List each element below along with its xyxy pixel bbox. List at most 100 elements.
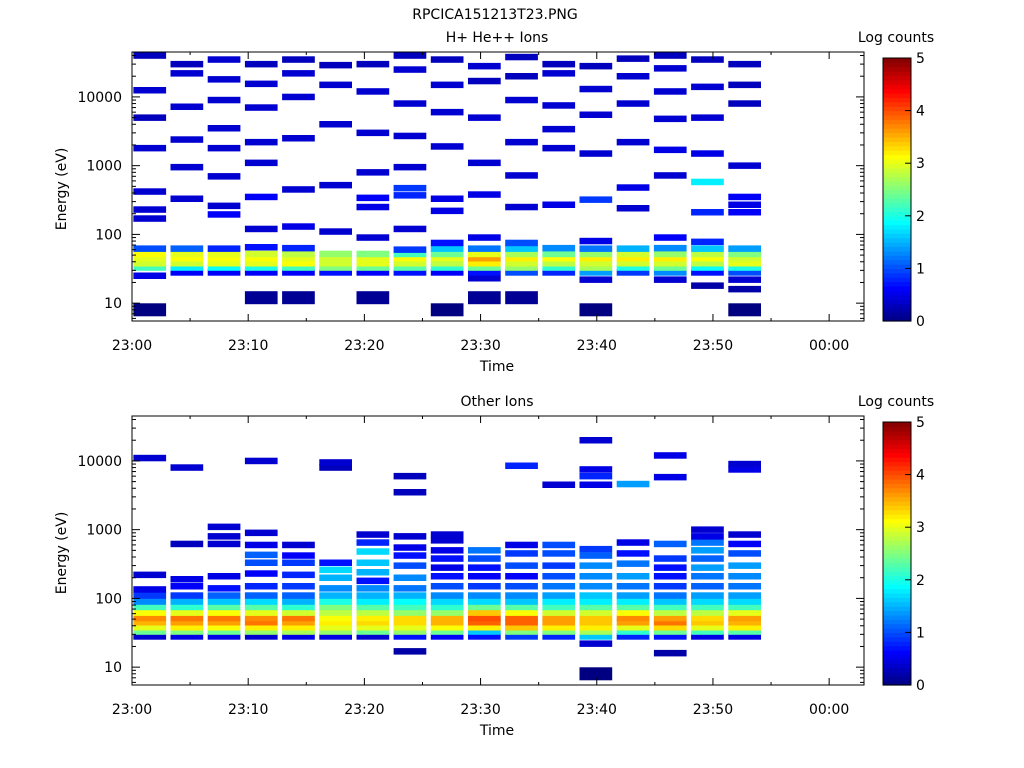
heatmap-cell <box>579 437 613 444</box>
heatmap-cell <box>393 609 427 616</box>
heatmap-cell <box>393 562 427 569</box>
heatmap-cell <box>468 598 501 605</box>
heatmap-cell <box>579 237 613 245</box>
heatmap-cell <box>393 255 427 262</box>
heatmap-cell <box>430 255 464 262</box>
colorbar-swatch <box>883 123 911 129</box>
heatmap-cell <box>244 633 278 640</box>
y-tick-label: 10 <box>104 660 122 676</box>
heatmap-cell <box>505 592 538 599</box>
heatmap-cell <box>505 138 538 146</box>
heatmap-cell <box>579 255 613 262</box>
heatmap-cell <box>579 614 613 622</box>
heatmap-cell <box>691 619 724 626</box>
y-axis-label: Energy (eV) <box>54 512 70 595</box>
heatmap-cell <box>430 592 464 599</box>
heatmap-cell <box>542 550 576 557</box>
heatmap-cell <box>468 269 501 276</box>
heatmap-cell <box>579 628 613 635</box>
heatmap-cell <box>579 624 613 631</box>
heatmap-cell <box>356 585 390 592</box>
heatmap-cell <box>244 559 278 566</box>
colorbar-swatch <box>883 180 911 186</box>
heatmap-cell <box>244 583 278 590</box>
x-tick-label: 23:10 <box>228 702 268 718</box>
heatmap-cell <box>170 624 204 631</box>
colorbar-swatch <box>883 193 911 199</box>
heatmap-cell <box>616 269 650 276</box>
heatmap-cell <box>468 291 501 305</box>
heatmap-cell <box>579 466 613 473</box>
colorbar-swatch <box>883 233 911 239</box>
heatmap-cell <box>133 598 167 605</box>
heatmap-cell <box>579 260 613 267</box>
heatmap-cell <box>728 540 761 548</box>
colorbar-swatch <box>883 285 911 291</box>
heatmap-cell <box>542 201 576 208</box>
heatmap-cell <box>319 228 352 235</box>
heatmap-cell <box>505 255 538 262</box>
heatmap-cell <box>542 481 576 488</box>
heatmap-cell <box>728 598 761 605</box>
heatmap-cell <box>542 598 576 605</box>
panel-title: H+ He++ Ions <box>446 30 549 46</box>
heatmap-cell <box>542 619 576 626</box>
heatmap-cell <box>468 628 501 635</box>
heatmap-cell <box>133 260 167 267</box>
heatmap-cell <box>282 260 315 267</box>
heatmap-cell <box>170 598 204 605</box>
heatmap-cell <box>133 255 167 262</box>
colorbar-swatch <box>883 93 911 99</box>
heatmap-cell <box>728 562 761 569</box>
heatmap-cell <box>207 585 241 592</box>
heatmap-cell <box>728 276 761 283</box>
heatmap-cell <box>653 255 687 262</box>
heatmap-cell <box>430 555 464 562</box>
heatmap-cell <box>616 245 650 252</box>
colorbar-swatch <box>883 641 911 647</box>
colorbar-swatch <box>883 430 911 436</box>
heatmap-cell <box>133 454 167 462</box>
heatmap-cell <box>430 264 464 271</box>
heatmap-cell <box>170 163 204 171</box>
heatmap-cell <box>653 609 687 616</box>
heatmap-cell <box>356 628 390 635</box>
colorbar-swatch <box>883 478 911 484</box>
heatmap-cell <box>207 592 241 599</box>
heatmap-cell <box>728 285 761 293</box>
heatmap-cell <box>244 138 278 146</box>
heatmap-cell <box>653 115 687 123</box>
heatmap-cell <box>207 260 241 267</box>
heatmap-cell <box>282 609 315 616</box>
heatmap-cell <box>691 269 724 276</box>
heatmap-cell <box>170 195 204 202</box>
heatmap-cell <box>356 624 390 631</box>
heatmap-cell <box>207 202 241 210</box>
colorbar-swatch <box>883 171 911 177</box>
heatmap-cell <box>133 592 167 599</box>
heatmap-cell <box>430 603 464 611</box>
heatmap-cell <box>133 303 167 317</box>
y-tick-label: 1000 <box>86 159 122 175</box>
colorbar-tick-label: 1 <box>916 261 925 277</box>
heatmap-cell <box>728 609 761 616</box>
heatmap-cell <box>616 598 650 605</box>
heatmap-cell <box>207 619 241 626</box>
heatmap-cell <box>356 539 390 546</box>
heatmap-cell <box>207 540 241 548</box>
colorbar-swatch <box>883 277 911 283</box>
heatmap-cell <box>393 614 427 622</box>
heatmap-cell <box>728 628 761 635</box>
heatmap-cell <box>505 53 538 61</box>
heatmap-cell <box>207 173 241 180</box>
heatmap-cell <box>207 598 241 605</box>
heatmap-cell <box>319 264 352 271</box>
heatmap-cell <box>393 132 427 140</box>
colorbar-swatch <box>883 549 911 555</box>
heatmap-cell <box>579 609 613 616</box>
colorbar-tick-label: 2 <box>916 209 925 225</box>
heatmap-cell <box>133 264 167 271</box>
colorbar-swatch <box>883 145 911 151</box>
heatmap-cell <box>356 203 390 211</box>
colorbar-swatch <box>883 268 911 274</box>
